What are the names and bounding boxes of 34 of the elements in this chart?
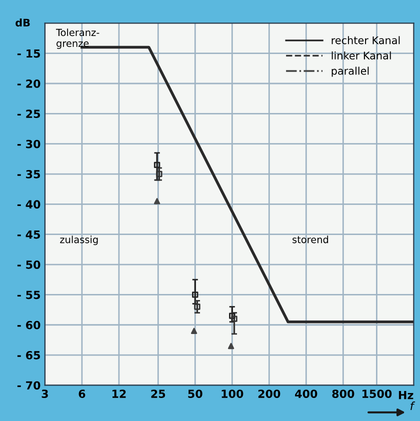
legend-label: parallel [332, 66, 369, 77]
point [190, 328, 198, 334]
y-tick-label: - 60 [17, 320, 40, 330]
point [192, 292, 198, 298]
y-tick-label: - 15 [17, 49, 40, 58]
text: Hz [398, 390, 414, 400]
x-tick-label: 100 [222, 390, 244, 398]
annotation: storend [292, 236, 328, 244]
x-tick-label: 400 [295, 390, 318, 398]
y-tick-label: - 30 [17, 140, 40, 148]
x-tick-label: 200 [258, 390, 280, 398]
y-tick-label: - 50 [17, 260, 40, 269]
y-tick-label: - 40 [17, 200, 40, 209]
legend-label: linker Kanal [332, 51, 391, 60]
x-tick-label: 3 [42, 390, 48, 398]
point [228, 342, 234, 350]
x-tick-label: 800 [332, 390, 354, 398]
x-tick-label: 6 [78, 390, 86, 398]
y-tick-label: - 35 [17, 170, 40, 178]
point [154, 198, 160, 204]
y-tick-label: - 55 [17, 290, 40, 300]
x-tick-label: 1500 [362, 390, 392, 398]
annotation: zulassig [60, 236, 98, 246]
y-tick-label: - 20 [17, 79, 40, 88]
x-axis-title: f [410, 402, 416, 410]
y-axis-title: dB [16, 18, 30, 27]
x-tick-label: 50 [188, 390, 202, 398]
legend-label: rechter Kanal [332, 36, 400, 44]
y-tick-label: - 70 [17, 381, 40, 390]
y-tick-label: - 25 [17, 110, 40, 118]
x-tick-label: 25 [151, 390, 166, 398]
y-tick-label: - 65 [17, 351, 40, 360]
y-tick-label: - 45 [17, 230, 40, 239]
x-tick-label: 12 [112, 390, 126, 398]
